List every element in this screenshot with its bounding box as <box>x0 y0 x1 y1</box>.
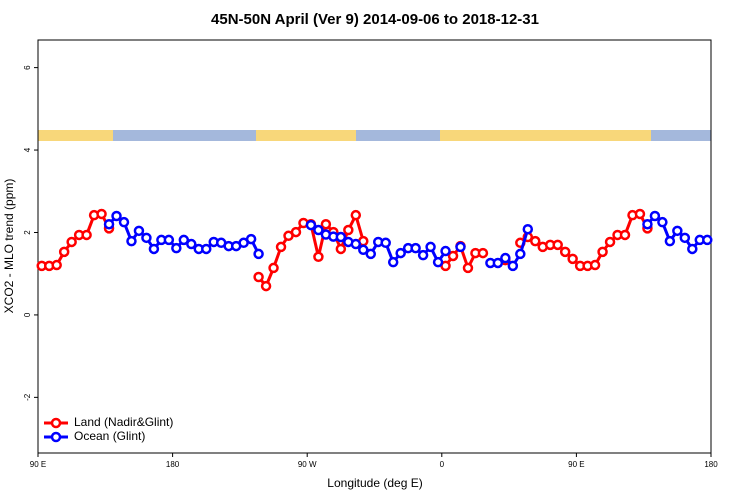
data-point <box>290 226 302 238</box>
data-point <box>96 208 107 220</box>
data-point <box>51 259 62 271</box>
data-point <box>171 242 182 254</box>
data-point <box>589 259 601 271</box>
data-point <box>425 241 436 253</box>
data-point <box>657 216 668 228</box>
data-point <box>702 234 713 246</box>
land-sea-band <box>38 130 711 141</box>
data-point <box>66 236 77 248</box>
data-point <box>126 235 137 247</box>
y-tick-label: 4 <box>23 147 32 152</box>
y-tick-label: 2 <box>23 230 32 235</box>
data-point <box>253 248 264 260</box>
data-point <box>530 235 541 247</box>
data-point <box>619 229 631 241</box>
data-point <box>335 231 347 243</box>
data-point <box>500 252 511 264</box>
data-point <box>380 237 391 249</box>
data-point <box>343 224 354 236</box>
data-point <box>552 239 563 251</box>
data-point <box>313 251 324 263</box>
data-point <box>559 246 571 258</box>
data-point <box>395 247 406 259</box>
data-point <box>253 271 264 283</box>
data-point <box>455 241 466 253</box>
data-point <box>387 256 399 268</box>
data-point <box>447 250 459 262</box>
data-point <box>268 262 279 274</box>
data-point <box>133 225 145 237</box>
land-band <box>38 130 113 141</box>
y-tick-label: 0 <box>23 312 32 317</box>
data-point <box>432 256 444 268</box>
data-point <box>148 243 160 255</box>
data-point <box>634 208 646 220</box>
data-point <box>664 235 676 247</box>
data-point <box>440 245 451 257</box>
x-tick-label: 90 E <box>568 460 584 469</box>
data-point <box>365 248 377 260</box>
x-tick-label: 90 W <box>298 460 317 469</box>
y-tick-label: -2 <box>23 393 32 401</box>
data-point <box>679 232 691 244</box>
data-point <box>687 243 698 255</box>
data-point <box>642 218 653 230</box>
data-point <box>335 243 347 255</box>
land-band <box>440 130 651 141</box>
data-point <box>260 280 272 292</box>
data-point <box>515 248 526 260</box>
x-tick-label: 90 E <box>30 460 46 469</box>
data-point <box>245 233 257 245</box>
data-point <box>186 238 197 250</box>
data-point <box>118 216 130 228</box>
land-band <box>256 130 356 141</box>
data-point <box>462 262 474 274</box>
data-point <box>320 218 332 230</box>
data-point <box>477 247 489 259</box>
data-point <box>604 236 616 248</box>
data-point <box>649 210 661 222</box>
legend-marker <box>50 417 62 429</box>
legend-label: Land (Nadir&Glint) <box>74 415 173 429</box>
data-point <box>111 210 122 222</box>
data-point <box>410 242 421 254</box>
data-point <box>350 209 362 221</box>
data-point <box>597 246 608 258</box>
data-point <box>178 234 190 246</box>
data-point <box>507 260 519 272</box>
legend-marker <box>50 431 62 443</box>
x-tick-label: 0 <box>440 460 445 469</box>
data-point <box>141 232 152 244</box>
data-point <box>81 229 92 241</box>
y-tick-label: 6 <box>23 65 32 70</box>
data-point <box>358 244 369 256</box>
data-point <box>275 241 287 253</box>
data-point <box>567 253 578 265</box>
x-tick-label: 180 <box>704 460 718 469</box>
data-point <box>522 223 534 235</box>
x-axis-label: Longitude (deg E) <box>327 476 422 490</box>
data-point <box>313 224 324 236</box>
ocean-band <box>38 130 711 141</box>
plot-frame <box>37 39 712 454</box>
data-point <box>492 257 504 269</box>
data-point <box>350 238 362 250</box>
data-point <box>201 243 212 255</box>
data-point <box>672 225 683 237</box>
data-point <box>58 246 70 258</box>
data-point <box>103 218 115 230</box>
data-point <box>163 234 175 246</box>
y-axis-label: XCO2 - MLO trend (ppm) <box>2 179 16 314</box>
x-tick-label: 180 <box>166 460 180 469</box>
chart-title: 45N-50N April (Ver 9) 2014-09-06 to 2018… <box>211 11 539 28</box>
legend-label: Ocean (Glint) <box>74 429 145 443</box>
data-point <box>305 219 317 231</box>
data-point <box>417 249 429 261</box>
